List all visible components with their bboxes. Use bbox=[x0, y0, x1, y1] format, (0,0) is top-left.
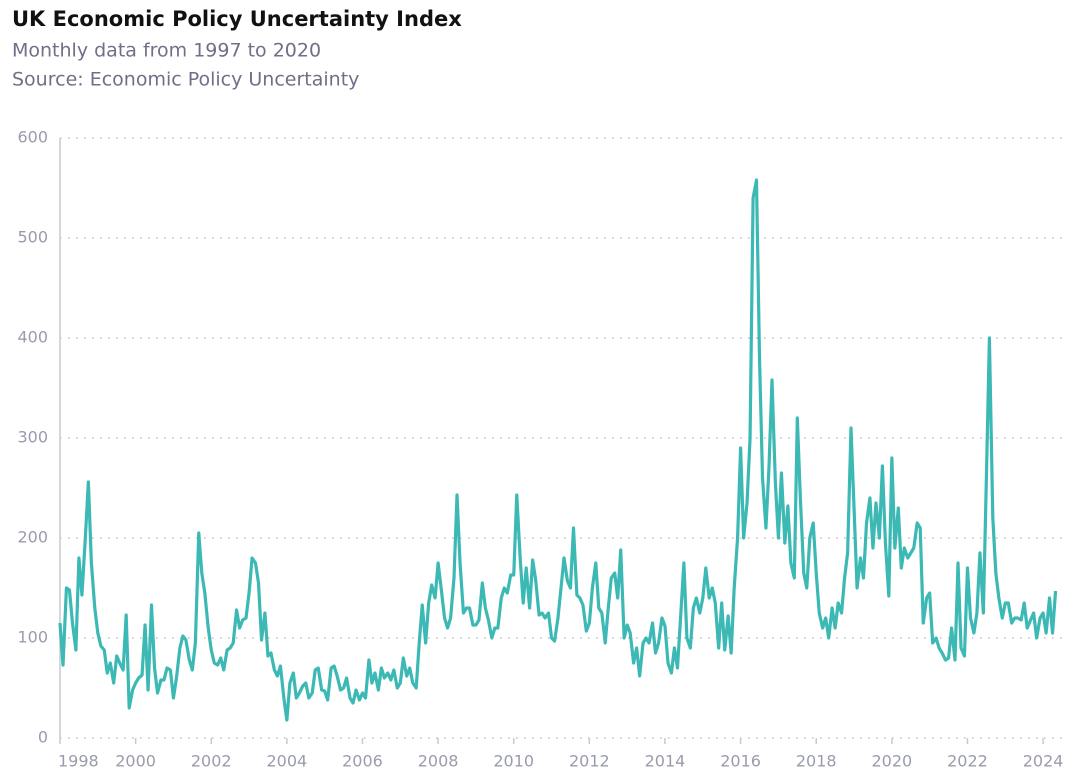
x-tick-label: 2018 bbox=[796, 752, 837, 771]
x-tick-label: 2006 bbox=[342, 752, 383, 771]
x-tick-label: 2004 bbox=[267, 752, 308, 771]
x-tick-label: 2016 bbox=[720, 752, 761, 771]
x-tick-label: 1998 bbox=[58, 752, 99, 771]
chart-subtitle: Monthly data from 1997 to 2020 bbox=[12, 40, 321, 62]
y-tick-label: 0 bbox=[38, 728, 48, 747]
x-tick-label: 2012 bbox=[569, 752, 610, 771]
x-tick-label: 2024 bbox=[1023, 752, 1064, 771]
chart-subtitle: Source: Economic Policy Uncertainty bbox=[12, 69, 359, 91]
x-tick-label: 2020 bbox=[871, 752, 912, 771]
y-tick-label: 300 bbox=[17, 428, 48, 447]
x-tick-label: 2002 bbox=[191, 752, 232, 771]
x-tick-label: 2008 bbox=[418, 752, 459, 771]
data-line bbox=[58, 178, 1058, 722]
y-tick-label: 200 bbox=[17, 528, 48, 547]
x-tick-label: 2014 bbox=[645, 752, 686, 771]
chart-title: UK Economic Policy Uncertainty Index bbox=[12, 7, 462, 31]
y-tick-label: 500 bbox=[17, 228, 48, 247]
x-tick-label: 2010 bbox=[493, 752, 534, 771]
x-tick-label: 2000 bbox=[115, 752, 156, 771]
y-tick-label: 400 bbox=[17, 328, 48, 347]
x-tick-label: 2022 bbox=[947, 752, 988, 771]
y-tick-label: 600 bbox=[17, 128, 48, 147]
y-tick-label: 100 bbox=[17, 628, 48, 647]
